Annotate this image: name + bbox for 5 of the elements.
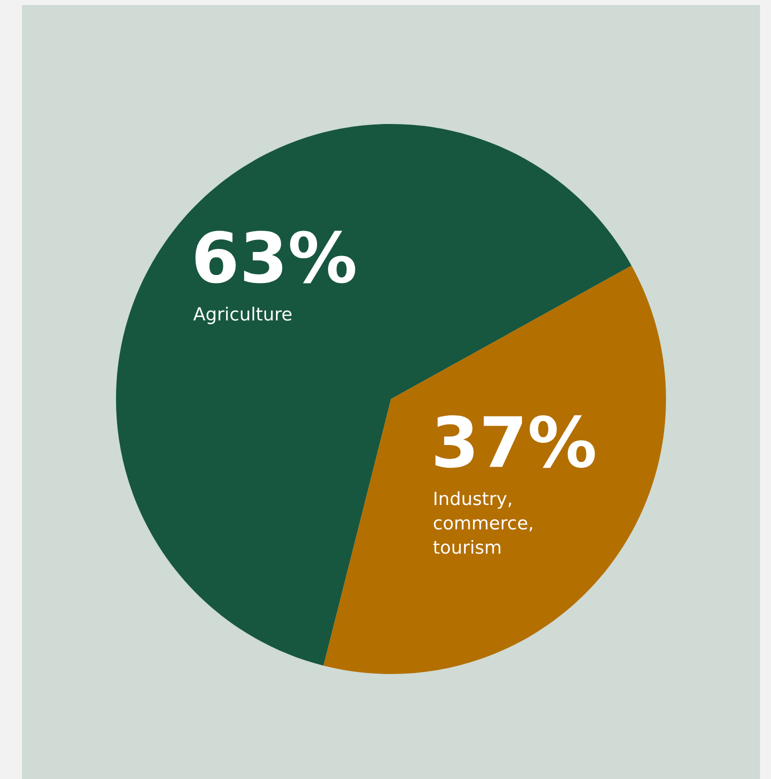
data-label: 37% [435,415,595,468]
data-label: 63% [195,230,356,284]
slice-label: Agriculture [193,306,292,324]
pie-slice [116,124,632,666]
slice-label: Industry, commerce, tourism [433,491,532,554]
